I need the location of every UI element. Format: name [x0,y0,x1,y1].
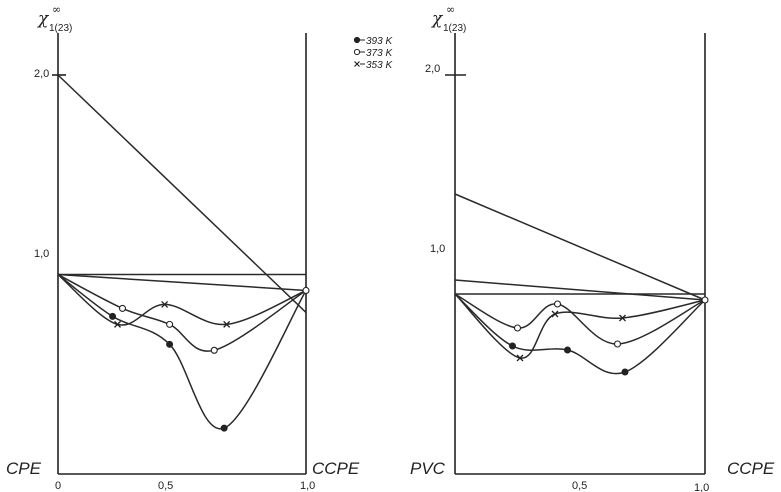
legend-item-393: 393 K [353,36,393,47]
legend-marker-filled-circle [353,36,361,44]
right-x-tick-label-05: 0,5 [572,480,587,492]
right-y-subscript: 1(23) [443,23,466,34]
legend: 393 K 373 K 353 K [353,36,393,71]
legend-marker-cross [354,61,360,67]
data-point-cross [114,320,121,328]
data-point-cross [516,354,524,362]
straight-line [57,273,307,292]
legend-item-353: 353 K [354,60,393,71]
left-x-tick-label-05: 0,5 [158,480,173,492]
data-point-filled-circle [109,312,117,320]
left-end-label-end: CCPE [312,459,360,478]
right-end-label-end: CCPE [727,459,775,478]
data-point-open-circle [701,296,709,304]
left-y-superscript: ∞ [52,3,61,16]
legend-label-393: 393 K [366,36,393,47]
right-y-superscript: ∞ [446,3,455,16]
series-line-cross [454,293,706,359]
data-point-open-circle [553,300,562,308]
data-point-cross [223,320,231,328]
data-point-filled-circle [509,342,516,350]
left-end-label-start: CPE [6,459,42,478]
straight-line [454,279,706,301]
series-line-filled-circle [454,293,706,375]
right-y-axis-title: χ [431,9,444,29]
straight-line [454,193,706,301]
legend-marker-open-circle [353,48,361,56]
data-point-filled-circle [564,346,571,354]
right-x-tick-label-1: 1,0 [694,482,709,492]
right-y-symbol: χ [431,9,444,29]
left-y-tick-label-1: 1,0 [34,248,49,260]
data-point-open-circle [302,286,310,295]
legend-label-373: 373 K [366,48,393,59]
right-y-tick-label-2: 2,0 [425,63,440,75]
left-y-symbol: χ [37,9,50,29]
right-panel: χ ∞ 1(23) 2,0 1,0 0,5 1,0 PVC CCPE [410,3,775,492]
data-point-open-circle [613,340,622,348]
left-plot-area [57,74,310,432]
left-x-tick-label-0: 0 [55,480,61,492]
data-point-cross [619,314,626,322]
data-point-open-circle [118,304,127,312]
series-line-open-circle [454,293,706,345]
data-point-open-circle [513,324,522,332]
right-y-tick-label-1: 1,0 [430,243,445,255]
left-y-tick-label-2: 2,0 [34,68,49,80]
right-end-label-start: PVC [410,459,446,478]
left-panel: χ ∞ 1(23) 2,0 1,0 0 0,5 1,0 CPE CCPE [6,3,360,492]
data-point-open-circle [210,346,218,354]
data-point-filled-circle [621,368,629,376]
data-point-filled-circle [220,424,228,432]
series-line-open-circle [57,273,307,352]
series-line-filled-circle [57,273,307,430]
left-y-subscript: 1(23) [49,23,72,34]
data-point-cross [551,310,559,318]
data-point-filled-circle [166,340,174,348]
data-point-open-circle [166,320,174,328]
data-point-cross [161,300,169,308]
straight-line [57,74,307,313]
legend-item-373: 373 K [353,48,393,59]
left-y-axis-title: χ [37,9,50,29]
left-x-tick-label-1: 1,0 [300,480,315,492]
legend-label-353: 353 K [366,60,393,71]
right-plot-area [454,193,709,376]
